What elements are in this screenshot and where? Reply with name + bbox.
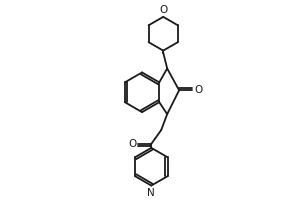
Text: O: O <box>128 139 136 149</box>
Text: O: O <box>159 5 167 15</box>
Text: N: N <box>147 188 155 198</box>
Text: O: O <box>194 85 202 95</box>
